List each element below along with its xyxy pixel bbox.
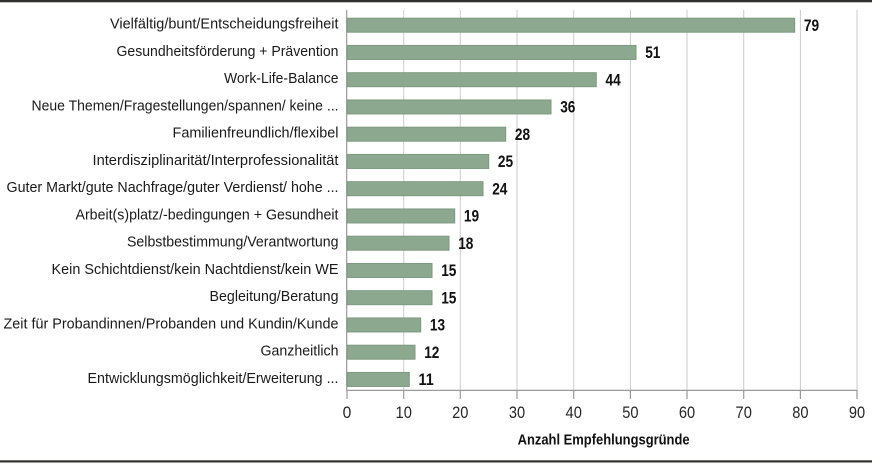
svg-text:Kein Schichtdienst/kein Nachtd: Kein Schichtdienst/kein Nachtdienst/kein… xyxy=(52,261,339,278)
svg-text:28: 28 xyxy=(515,126,530,144)
svg-text:Selbstbestimmung/Verantwortung: Selbstbestimmung/Verantwortung xyxy=(127,234,339,251)
svg-text:Familienfreundlich/flexibel: Familienfreundlich/flexibel xyxy=(173,125,339,142)
svg-text:50: 50 xyxy=(622,404,638,422)
svg-text:80: 80 xyxy=(792,404,808,422)
svg-text:90: 90 xyxy=(849,404,865,422)
svg-text:79: 79 xyxy=(804,17,819,35)
svg-text:44: 44 xyxy=(606,71,621,89)
svg-text:12: 12 xyxy=(424,344,439,362)
svg-text:Vielfältig/bunt/Entscheidungsf: Vielfältig/bunt/Entscheidungsfreiheit xyxy=(110,16,339,33)
svg-text:15: 15 xyxy=(441,262,456,280)
svg-text:Work-Life-Balance: Work-Life-Balance xyxy=(224,70,339,87)
svg-text:36: 36 xyxy=(560,99,575,117)
svg-text:Guter Markt/gute Nachfrage/gut: Guter Markt/gute Nachfrage/guter Verdien… xyxy=(7,179,339,196)
svg-text:30: 30 xyxy=(509,404,525,422)
svg-text:25: 25 xyxy=(498,153,513,171)
svg-text:Zeit für Probandinnen/Probande: Zeit für Probandinnen/Probanden und Kund… xyxy=(4,315,339,332)
svg-text:Begleitung/Beratung: Begleitung/Beratung xyxy=(210,288,339,305)
svg-text:18: 18 xyxy=(458,235,473,253)
svg-text:24: 24 xyxy=(492,180,507,198)
svg-text:13: 13 xyxy=(430,317,445,335)
svg-text:11: 11 xyxy=(419,371,434,389)
svg-text:51: 51 xyxy=(645,44,660,62)
svg-text:Neue Themen/Fragestellungen/sp: Neue Themen/Fragestellungen/spannen/ kei… xyxy=(32,97,339,114)
svg-text:0: 0 xyxy=(343,404,352,422)
svg-text:60: 60 xyxy=(679,404,695,422)
svg-text:15: 15 xyxy=(441,289,456,307)
svg-text:Interdisziplinarität/Interprof: Interdisziplinarität/Interprofessionalit… xyxy=(93,152,340,169)
svg-text:19: 19 xyxy=(464,208,479,226)
svg-text:Entwicklungsmöglichkeit/Erweit: Entwicklungsmöglichkeit/Erweiterung ... xyxy=(88,370,339,387)
svg-text:Arbeit(s)platz/-bedingungen +: Arbeit(s)platz/-bedingungen + Gesundheit xyxy=(76,206,340,223)
svg-text:70: 70 xyxy=(736,404,752,422)
svg-text:Ganzheitlich: Ganzheitlich xyxy=(261,343,339,360)
svg-text:10: 10 xyxy=(396,404,412,422)
svg-text:40: 40 xyxy=(566,404,582,422)
svg-text:Gesundheitsförderung + Prävent: Gesundheitsförderung + Prävention xyxy=(117,43,339,60)
svg-text:Anzahl Empfehlungsgründe: Anzahl Empfehlungsgründe xyxy=(518,431,690,448)
svg-text:20: 20 xyxy=(452,404,468,422)
